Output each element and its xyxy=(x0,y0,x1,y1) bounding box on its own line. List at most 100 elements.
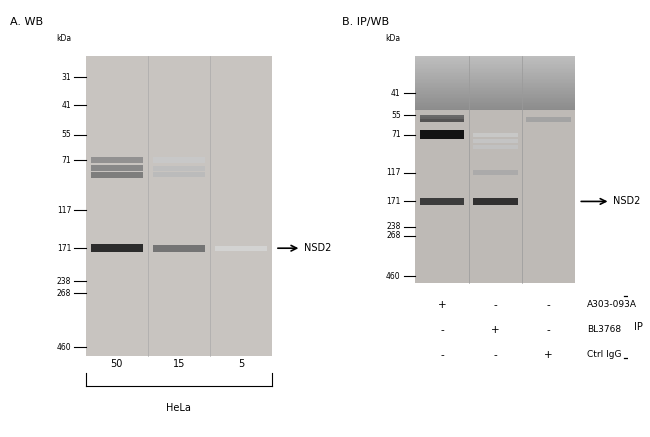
Bar xyxy=(415,103,575,105)
Text: kDa: kDa xyxy=(385,34,400,43)
Text: +: + xyxy=(437,300,447,310)
Text: 117: 117 xyxy=(57,206,71,215)
Bar xyxy=(415,77,575,79)
Bar xyxy=(415,64,575,65)
Text: A303-093A: A303-093A xyxy=(587,300,637,309)
Bar xyxy=(473,170,518,175)
Bar xyxy=(415,69,575,71)
Text: BL3768: BL3768 xyxy=(587,325,621,334)
Text: -: - xyxy=(440,350,444,360)
Bar xyxy=(415,108,575,109)
Text: +: + xyxy=(545,350,553,360)
Bar xyxy=(86,55,272,356)
Bar xyxy=(415,76,575,77)
Bar xyxy=(415,83,575,84)
Bar xyxy=(153,166,205,171)
Bar xyxy=(419,198,464,205)
Bar xyxy=(415,65,575,66)
Bar xyxy=(91,172,143,177)
Bar xyxy=(215,246,267,251)
Bar xyxy=(419,117,464,122)
Bar xyxy=(415,92,575,94)
Text: kDa: kDa xyxy=(56,34,71,43)
Bar xyxy=(473,145,518,149)
Bar xyxy=(415,105,575,106)
Text: 460: 460 xyxy=(57,343,71,352)
Text: 5: 5 xyxy=(238,358,244,368)
Bar xyxy=(415,75,575,76)
Bar xyxy=(415,66,575,68)
Bar xyxy=(91,157,143,163)
Bar xyxy=(415,57,575,58)
Bar xyxy=(415,90,575,91)
Text: 238: 238 xyxy=(386,222,400,231)
Text: A. WB: A. WB xyxy=(10,17,43,27)
Text: 117: 117 xyxy=(386,168,400,177)
Bar xyxy=(473,198,518,205)
Text: IP: IP xyxy=(634,322,643,332)
Text: 41: 41 xyxy=(62,101,71,110)
Bar xyxy=(415,88,575,90)
Text: 50: 50 xyxy=(111,358,123,368)
Text: NSD2: NSD2 xyxy=(614,196,641,206)
Bar xyxy=(91,165,143,171)
Text: 171: 171 xyxy=(57,244,71,253)
Text: 55: 55 xyxy=(61,130,71,139)
Bar xyxy=(415,86,575,87)
Bar xyxy=(415,60,575,61)
Text: Ctrl IgG: Ctrl IgG xyxy=(587,350,621,359)
Bar xyxy=(415,91,575,92)
Bar xyxy=(415,61,575,62)
Bar xyxy=(415,82,575,83)
Bar xyxy=(526,117,571,122)
Text: 15: 15 xyxy=(173,358,185,368)
Bar xyxy=(415,80,575,82)
Text: 31: 31 xyxy=(62,73,71,82)
Bar xyxy=(415,94,575,95)
Bar xyxy=(415,106,575,108)
Bar xyxy=(153,172,205,177)
Bar xyxy=(473,133,518,137)
Bar xyxy=(415,98,575,99)
Text: -: - xyxy=(547,300,551,310)
Text: -: - xyxy=(493,300,497,310)
Bar xyxy=(415,102,575,103)
Text: 41: 41 xyxy=(391,89,400,97)
Bar xyxy=(415,58,575,60)
Text: 171: 171 xyxy=(386,197,400,206)
Bar xyxy=(415,87,575,88)
Bar xyxy=(415,99,575,101)
Text: 71: 71 xyxy=(391,130,400,139)
Bar xyxy=(419,131,464,139)
Bar xyxy=(415,55,575,283)
Bar xyxy=(419,115,464,119)
Bar xyxy=(91,244,143,253)
Text: HeLa: HeLa xyxy=(166,403,191,413)
Bar xyxy=(415,97,575,98)
Bar xyxy=(473,139,518,143)
Text: B. IP/WB: B. IP/WB xyxy=(343,17,389,27)
Bar xyxy=(415,72,575,73)
Text: 71: 71 xyxy=(62,156,71,165)
Bar xyxy=(153,245,205,252)
Text: -: - xyxy=(547,325,551,335)
Text: NSD2: NSD2 xyxy=(304,243,332,253)
Text: +: + xyxy=(491,325,500,335)
Text: 55: 55 xyxy=(391,111,400,120)
Bar xyxy=(415,71,575,72)
Bar xyxy=(415,79,575,80)
Text: -: - xyxy=(493,350,497,360)
Text: 268: 268 xyxy=(57,289,71,298)
Bar xyxy=(415,68,575,69)
Bar xyxy=(415,73,575,75)
Bar xyxy=(415,84,575,86)
Text: 238: 238 xyxy=(57,277,71,286)
Text: 268: 268 xyxy=(386,231,400,240)
Bar xyxy=(153,157,205,163)
Text: -: - xyxy=(440,325,444,335)
Text: 460: 460 xyxy=(386,272,400,281)
Bar xyxy=(415,55,575,57)
Bar xyxy=(415,95,575,97)
Bar xyxy=(415,62,575,64)
Bar xyxy=(415,109,575,110)
